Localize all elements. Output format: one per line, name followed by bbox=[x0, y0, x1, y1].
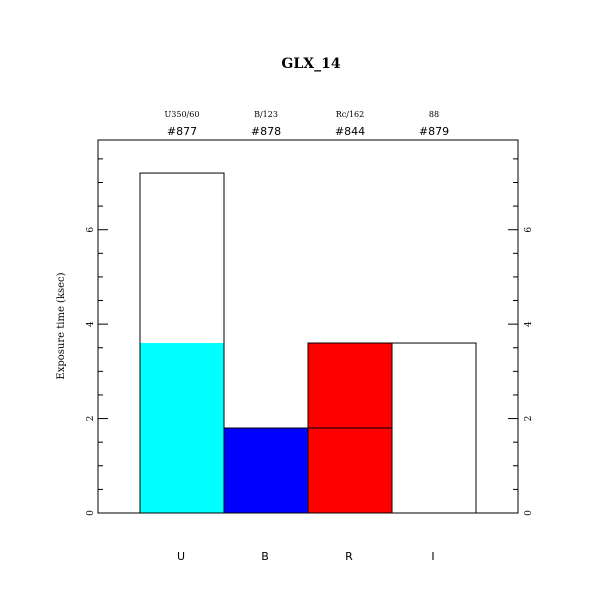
y-tick-label-right: 0 bbox=[524, 510, 534, 516]
y-tick-label-left: 4 bbox=[86, 321, 96, 327]
id-label-i: #879 bbox=[419, 125, 449, 138]
category-label-b: B bbox=[261, 550, 269, 563]
y-tick-label-left: 2 bbox=[86, 416, 96, 422]
labels-group: U350/60 #877 U B/123 #878 B Rc/162 #844 R 88 #879 I… bbox=[86, 110, 534, 563]
filter-label-i: 88 bbox=[429, 110, 439, 119]
bar-fill-u bbox=[140, 343, 224, 513]
y-tick-label-left: 0 bbox=[86, 510, 96, 516]
y-tick-label-left: 6 bbox=[86, 227, 96, 233]
id-label-u: #877 bbox=[167, 125, 197, 138]
y-tick-label-right: 6 bbox=[524, 227, 534, 233]
filter-label-r: Rc/162 bbox=[336, 110, 364, 119]
y-tick-label-right: 2 bbox=[524, 416, 534, 422]
filter-label-b: B/123 bbox=[254, 110, 278, 119]
category-label-u: U bbox=[177, 550, 185, 563]
y-axis-label: Exposure time (ksec) bbox=[56, 272, 67, 379]
y-tick-label-right: 4 bbox=[524, 321, 534, 327]
filter-label-u: U350/60 bbox=[165, 110, 200, 119]
category-label-r: R bbox=[345, 550, 353, 563]
chart-title: GLX_14 bbox=[281, 56, 340, 72]
bar-outline-i bbox=[391, 342, 477, 514]
bars-group bbox=[139, 172, 477, 514]
id-label-r: #844 bbox=[335, 125, 365, 138]
bar-outline-u bbox=[139, 172, 225, 514]
ticks-group bbox=[98, 158, 518, 490]
bar-fill-b bbox=[224, 428, 308, 513]
category-label-i: I bbox=[431, 550, 434, 563]
id-label-b: #878 bbox=[251, 125, 281, 138]
